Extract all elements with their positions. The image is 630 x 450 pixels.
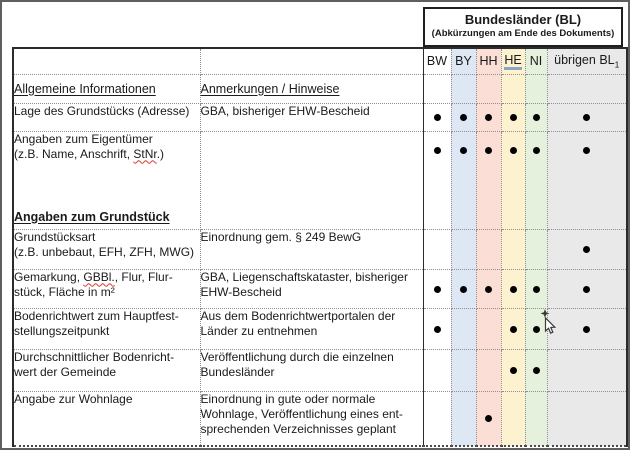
dot-cell-by [450, 390, 477, 447]
dot-cell-by [450, 130, 477, 230]
spellcheck-underline: StNr [133, 146, 157, 161]
dot-cell-hh [475, 390, 502, 447]
section-heading-allgemeine-informationen: Allgemeine Informationen [12, 73, 201, 104]
table-row-gemarkung: Gemarkung, GBBl., Flur, Flur-stück, Fläc… [12, 268, 628, 309]
row-annotation: Einordnung in gute oder normale Wohnlage,… [199, 390, 424, 447]
column-header-he: HE [500, 47, 526, 75]
row-annotation: Aus dem Bodenrichtwertportalen der Länder… [199, 307, 424, 350]
table-row-lage: Lage des Grundstücks (Adresse) GBA, bish… [12, 102, 628, 132]
dot-cell-hh [475, 348, 502, 392]
table-row-wohnlage: Angabe zur Wohnlage Einordnung in gute o… [12, 390, 628, 447]
dot-cell-uebrige-bl [546, 390, 628, 447]
table-row-grundstuecksart: Grundstücksart (z.B. unbebaut, EFH, ZFH, … [12, 228, 628, 270]
dot-cell-bw [422, 390, 452, 447]
dot-cell-ni [524, 268, 548, 309]
dot-cell-hh [475, 130, 502, 230]
mouse-move-cursor-icon [540, 309, 556, 335]
dot-cell-uebrige-bl [546, 307, 628, 350]
dot-cell-ni [524, 348, 548, 392]
empty-dot-cell [450, 73, 477, 104]
bundeslaender-header-box: Bundesländer (BL) (Abkürzungen am Ende d… [423, 7, 623, 47]
empty-dot-cell [475, 73, 502, 104]
dot-cell-ni [524, 102, 548, 132]
dot-cell-uebrige-bl [546, 348, 628, 392]
dot-cell-uebrige-bl [546, 268, 628, 309]
empty-dot-cell [422, 73, 452, 104]
dot-cell-bw [422, 228, 452, 270]
dot-cell-bw [422, 102, 452, 132]
empty-dot-cell [500, 73, 526, 104]
column-header-ni: NI [524, 47, 548, 75]
column-header-hh: HH [475, 47, 502, 75]
empty-dot-cell [546, 73, 628, 104]
dot-cell-hh [475, 102, 502, 132]
row-annotation: GBA, bisheriger EHW-Bescheid [199, 102, 424, 132]
empty-cell [199, 47, 424, 75]
dot-cell-by [450, 268, 477, 309]
dot-cell-bw [422, 268, 452, 309]
dot-cell-hh [475, 307, 502, 350]
table-row-eigentuemer: Angaben zum Eigentümer (z.B. Name, Ansch… [12, 130, 628, 230]
dot-cell-ni [524, 390, 548, 447]
dot-cell-uebrige-bl [546, 130, 628, 230]
dot-cell-by [450, 348, 477, 392]
dot-cell-by [450, 307, 477, 350]
section-heading-angaben-zum-grundstueck: Angaben zum Grundstück [14, 209, 170, 224]
column-letters-row: BW BY HH HE NI übrigen BL1 [12, 47, 628, 75]
bl-comparison-table: BW BY HH HE NI übrigen BL1 Allgemeine In… [12, 47, 628, 447]
dot-cell-he [500, 268, 526, 309]
spellcheck-underline: GBBl. [83, 269, 115, 284]
section-heading-anmerkungen-hinweise: Anmerkungen / Hinweise [199, 73, 424, 104]
bundeslaender-title: Bundesländer (BL) [464, 12, 582, 27]
empty-cell [12, 47, 201, 75]
section-heading-row: Allgemeine Informationen Anmerkungen / H… [12, 73, 628, 104]
dot-cell-uebrige-bl [546, 102, 628, 132]
grammar-underline-mark: HE [504, 53, 522, 70]
row-label: Bodenrichtwert zum Hauptfest-stellungsze… [12, 307, 201, 350]
dot-cell-ni [524, 228, 548, 270]
dot-cell-he [500, 390, 526, 447]
dot-cell-bw [422, 130, 452, 230]
row-annotation: GBA, Liegenschaftskataster, bisheriger EH… [199, 268, 424, 309]
dot-cell-he [500, 348, 526, 392]
row-annotation: Einordnung gem. § 249 BewG [199, 228, 424, 270]
dot-cell-hh [475, 228, 502, 270]
dot-cell-hh [475, 268, 502, 309]
dot-cell-ni [524, 130, 548, 230]
footnote-marker: 1 [614, 59, 620, 70]
empty-dot-cell [524, 73, 548, 104]
dot-cell-he [500, 102, 526, 132]
dot-cell-by [450, 102, 477, 132]
row-annotation: Veröffentlichung durch die einzelnen Bund… [199, 348, 424, 392]
column-header-by: BY [450, 47, 477, 75]
table-row-bodenrichtwert: Bodenrichtwert zum Hauptfest-stellungsze… [12, 307, 628, 350]
dot-cell-uebrige-bl [546, 228, 628, 270]
dot-cell-bw [422, 348, 452, 392]
column-header-uebrige-bl: übrigen BL1 [546, 47, 628, 75]
row-label: Durchschnittlicher Bodenricht-wert der G… [12, 348, 201, 392]
dot-cell-bw [422, 307, 452, 350]
bundeslaender-subtitle: (Abkürzungen am Ende des Dokuments) [431, 28, 615, 39]
dot-cell-he [500, 228, 526, 270]
table-row-durchschnitt: Durchschnittlicher Bodenricht-wert der G… [12, 348, 628, 392]
row-label: Lage des Grundstücks (Adresse) [12, 102, 201, 132]
row-label: Gemarkung, GBBl., Flur, Flur-stück, Fläc… [12, 268, 201, 309]
dot-cell-by [450, 228, 477, 270]
dot-cell-he [500, 307, 526, 350]
row-label: Grundstücksart (z.B. unbebaut, EFH, ZFH, … [12, 228, 201, 270]
row-annotation [199, 130, 424, 230]
dot-cell-he [500, 130, 526, 230]
row-label: Angaben zum Eigentümer (z.B. Name, Ansch… [12, 130, 201, 230]
column-header-bw: BW [422, 47, 452, 75]
row-label: Angabe zur Wohnlage [12, 390, 201, 447]
